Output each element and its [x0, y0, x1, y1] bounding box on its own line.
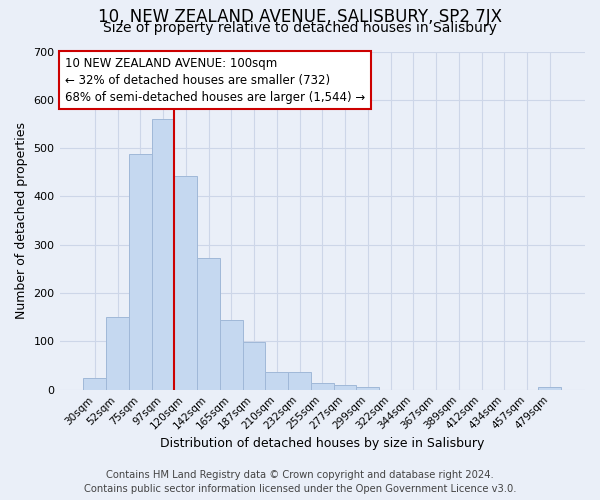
- Bar: [311, 383, 334, 390]
- Bar: [288, 372, 311, 390]
- Bar: [83, 378, 106, 390]
- Bar: [242, 342, 265, 390]
- Bar: [356, 388, 379, 390]
- Text: 10, NEW ZEALAND AVENUE, SALISBURY, SP2 7JX: 10, NEW ZEALAND AVENUE, SALISBURY, SP2 7…: [98, 8, 502, 26]
- Bar: [538, 388, 561, 390]
- Text: Size of property relative to detached houses in Salisbury: Size of property relative to detached ho…: [103, 21, 497, 35]
- Bar: [129, 154, 152, 390]
- Bar: [197, 258, 220, 390]
- X-axis label: Distribution of detached houses by size in Salisbury: Distribution of detached houses by size …: [160, 437, 484, 450]
- Text: Contains HM Land Registry data © Crown copyright and database right 2024.
Contai: Contains HM Land Registry data © Crown c…: [84, 470, 516, 494]
- Bar: [152, 119, 175, 390]
- Bar: [106, 317, 129, 390]
- Bar: [334, 385, 356, 390]
- Y-axis label: Number of detached properties: Number of detached properties: [15, 122, 28, 319]
- Bar: [220, 320, 242, 390]
- Text: 10 NEW ZEALAND AVENUE: 100sqm
← 32% of detached houses are smaller (732)
68% of : 10 NEW ZEALAND AVENUE: 100sqm ← 32% of d…: [65, 56, 365, 104]
- Bar: [175, 176, 197, 390]
- Bar: [265, 372, 288, 390]
